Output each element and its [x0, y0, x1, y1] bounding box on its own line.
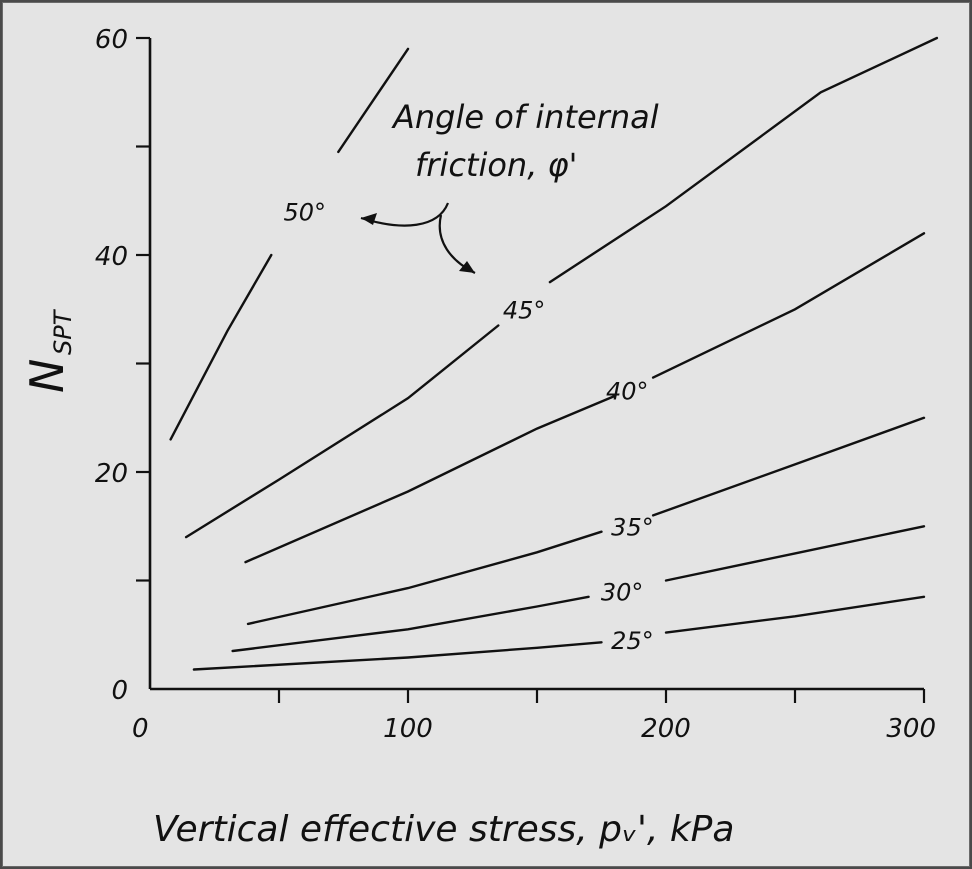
curve-line: [337, 47, 410, 154]
curve-label: 45°: [503, 296, 546, 324]
annotation-line-2: friction, φ': [415, 146, 577, 184]
labels: 50° 45° 40° 35° 30° 25°: [284, 199, 654, 656]
annotation-arrow-right: [438, 214, 476, 274]
y-tick-label: 40: [95, 242, 128, 272]
annotation-arrowhead-right: [459, 261, 475, 273]
curve-label: 35°: [611, 513, 654, 541]
y-axis-label-sub: SPT: [49, 308, 77, 355]
nspt-chart: 0 100 200 300 0 20 40 60 50° 45° 40° 35° 30° 25° Ver…: [20, 25, 939, 850]
curve-line: [231, 595, 590, 653]
curve-line: [169, 253, 273, 441]
curve-line: [664, 595, 926, 634]
curve-line: [184, 324, 500, 539]
curve-label: 40°: [606, 378, 649, 406]
curve-line: [548, 36, 939, 284]
curves: [169, 36, 939, 671]
annotation-line-1: Angle of internal: [391, 98, 659, 136]
x-tick-label: 300: [886, 714, 936, 744]
x-tick-label: 100: [383, 714, 433, 744]
y-tick-label: 60: [95, 25, 128, 55]
curve-label: 30°: [601, 578, 644, 606]
ticks: 0 100 200 300 0 20 40 60: [95, 25, 936, 744]
curve-label: 50°: [284, 199, 327, 227]
curve-line: [192, 641, 603, 671]
y-tick-label: 20: [95, 459, 128, 489]
curve-line: [244, 394, 616, 564]
annotation: Angle of internal friction, φ': [360, 98, 659, 274]
y-axis-label: N SPT: [20, 308, 77, 393]
curve-line: [664, 525, 926, 582]
x-tick-label: 200: [641, 714, 691, 744]
x-tick-label: 0: [132, 714, 149, 744]
curve-label: 25°: [611, 627, 654, 655]
x-axis-label: Vertical effective stress, pᵥ', kPa: [153, 809, 734, 850]
y-tick-label: 0: [111, 676, 128, 706]
annotation-arrowhead-left: [361, 213, 377, 225]
curve-line: [246, 530, 603, 626]
curve-line: [651, 416, 926, 517]
curve-line: [651, 232, 926, 379]
y-axis-label-main: N: [20, 359, 74, 393]
